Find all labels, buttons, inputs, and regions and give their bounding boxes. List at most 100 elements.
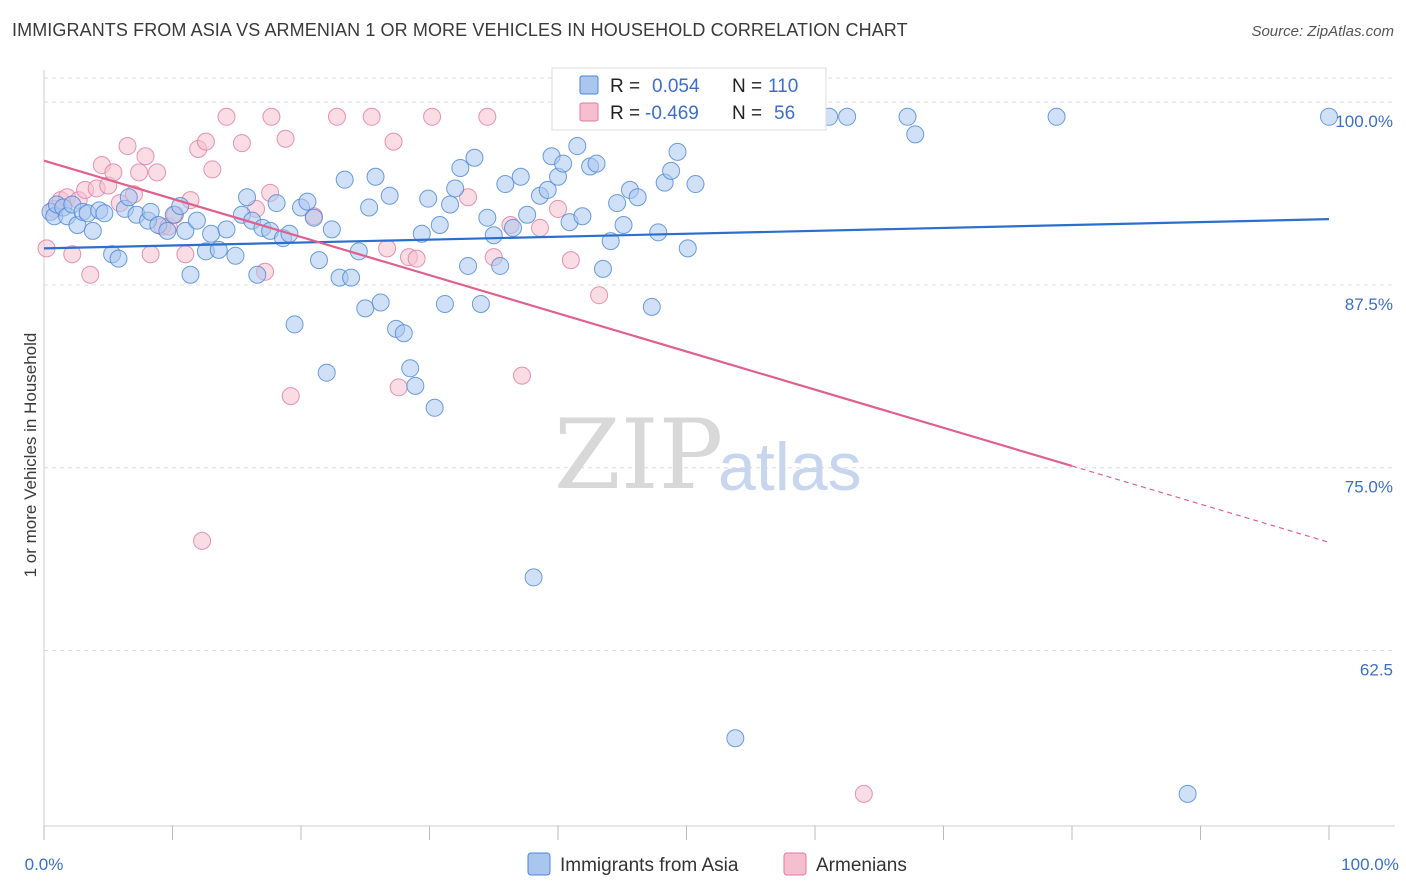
- asia-point: [601, 232, 620, 251]
- trend-line-armenians-extension: [1071, 465, 1330, 543]
- series-asia-points: [41, 107, 1338, 803]
- armenians-point: [203, 160, 222, 179]
- armenians-point: [63, 245, 82, 264]
- armenians-point: [281, 387, 300, 406]
- armenians-point: [549, 199, 567, 218]
- asia-point: [141, 202, 160, 221]
- asia-point: [686, 175, 705, 194]
- armenians-point: [104, 163, 123, 182]
- asia-point: [406, 376, 425, 395]
- asia-point: [430, 216, 449, 235]
- asia-point: [285, 315, 304, 334]
- asia-point: [412, 224, 431, 243]
- stats-swatch-asia: [579, 75, 599, 95]
- asia-point: [401, 359, 420, 378]
- y-axis-label: 1 or more Vehicles in Household: [21, 333, 40, 578]
- asia-point: [838, 107, 857, 126]
- asia-point: [298, 192, 317, 211]
- armenians-point: [193, 531, 212, 550]
- asia-point: [187, 211, 206, 230]
- asia-point: [176, 221, 195, 240]
- asia-point: [1178, 784, 1197, 803]
- asia-point: [95, 204, 114, 223]
- trend-line-armenians: [43, 159, 1073, 468]
- asia-point: [649, 223, 668, 242]
- asia-point: [366, 167, 385, 186]
- armenians-point: [148, 163, 167, 182]
- asia-point: [226, 246, 245, 265]
- stats-n-label-armenians: N =: [732, 103, 762, 124]
- armenians-point: [423, 107, 442, 126]
- asia-point: [181, 265, 200, 284]
- grid-lines: [44, 77, 1395, 652]
- y-tick-labels: 100.0% 87.5% 75.0% 62.5: [1335, 112, 1393, 679]
- armenians-point: [176, 245, 195, 264]
- stats-r-label-asia: R =: [610, 76, 640, 97]
- asia-point: [504, 218, 523, 237]
- asia-point: [441, 195, 460, 214]
- asia-point: [668, 142, 687, 161]
- asia-point: [518, 205, 537, 224]
- armenians-point: [81, 265, 100, 284]
- y-tick-label: 87.5%: [1345, 295, 1393, 314]
- armenians-point: [384, 132, 403, 151]
- asia-point: [538, 180, 557, 199]
- armenians-point: [196, 132, 215, 151]
- armenians-point: [118, 137, 137, 156]
- asia-point: [628, 188, 647, 207]
- asia-point: [202, 224, 221, 243]
- asia-point: [119, 188, 138, 207]
- asia-point: [1047, 107, 1066, 126]
- armenians-point: [327, 107, 346, 126]
- asia-point: [459, 256, 478, 275]
- armenians-point: [513, 366, 532, 385]
- armenians-point: [141, 245, 160, 264]
- asia-point: [267, 194, 286, 213]
- armenians-point: [276, 129, 295, 148]
- asia-point: [593, 259, 612, 278]
- stats-r-value-armenians: -0.469: [645, 103, 699, 124]
- armenians-point: [217, 107, 236, 126]
- asia-point: [898, 107, 917, 126]
- stats-legend: R = 0.054 N = 110 R = -0.469 N = 56: [551, 67, 827, 131]
- armenians-point: [590, 286, 609, 305]
- armenians-point: [378, 239, 397, 258]
- asia-point: [419, 189, 438, 208]
- asia-point: [524, 568, 543, 587]
- legend-label-asia: Immigrants from Asia: [560, 855, 739, 876]
- asia-point: [573, 207, 592, 226]
- armenians-point: [854, 784, 873, 803]
- stats-n-label-asia: N =: [732, 76, 762, 97]
- trend-line-asia: [43, 218, 1330, 250]
- x-tick-label: 100.0%: [1341, 855, 1399, 874]
- asia-point: [380, 186, 399, 205]
- asia-point: [217, 220, 236, 239]
- asia-point: [451, 158, 470, 177]
- legend-swatch-armenians: [783, 852, 807, 876]
- armenians-point: [478, 107, 497, 126]
- asia-point: [471, 294, 490, 313]
- armenians-point: [232, 134, 251, 153]
- asia-point: [587, 154, 606, 173]
- asia-point: [465, 148, 484, 167]
- stats-swatch-armenians: [579, 102, 599, 122]
- asia-point: [484, 226, 503, 245]
- asia-point: [360, 198, 379, 217]
- asia-point: [614, 216, 633, 235]
- asia-point: [317, 363, 336, 382]
- asia-point: [906, 125, 925, 144]
- asia-point: [642, 297, 661, 316]
- watermark-atlas: atlas: [718, 429, 862, 505]
- asia-point: [425, 398, 444, 417]
- asia-point: [109, 249, 128, 268]
- asia-point: [83, 221, 102, 240]
- watermark: ZIP atlas: [554, 399, 862, 511]
- asia-point: [158, 221, 177, 240]
- stats-r-value-asia: 0.054: [652, 76, 700, 97]
- asia-point: [554, 154, 573, 173]
- stats-n-value-asia: 110: [768, 76, 798, 97]
- legend-swatch-asia: [527, 852, 551, 876]
- stats-r-label-armenians: R =: [610, 103, 640, 124]
- x-tick-label: 0.0%: [25, 855, 64, 874]
